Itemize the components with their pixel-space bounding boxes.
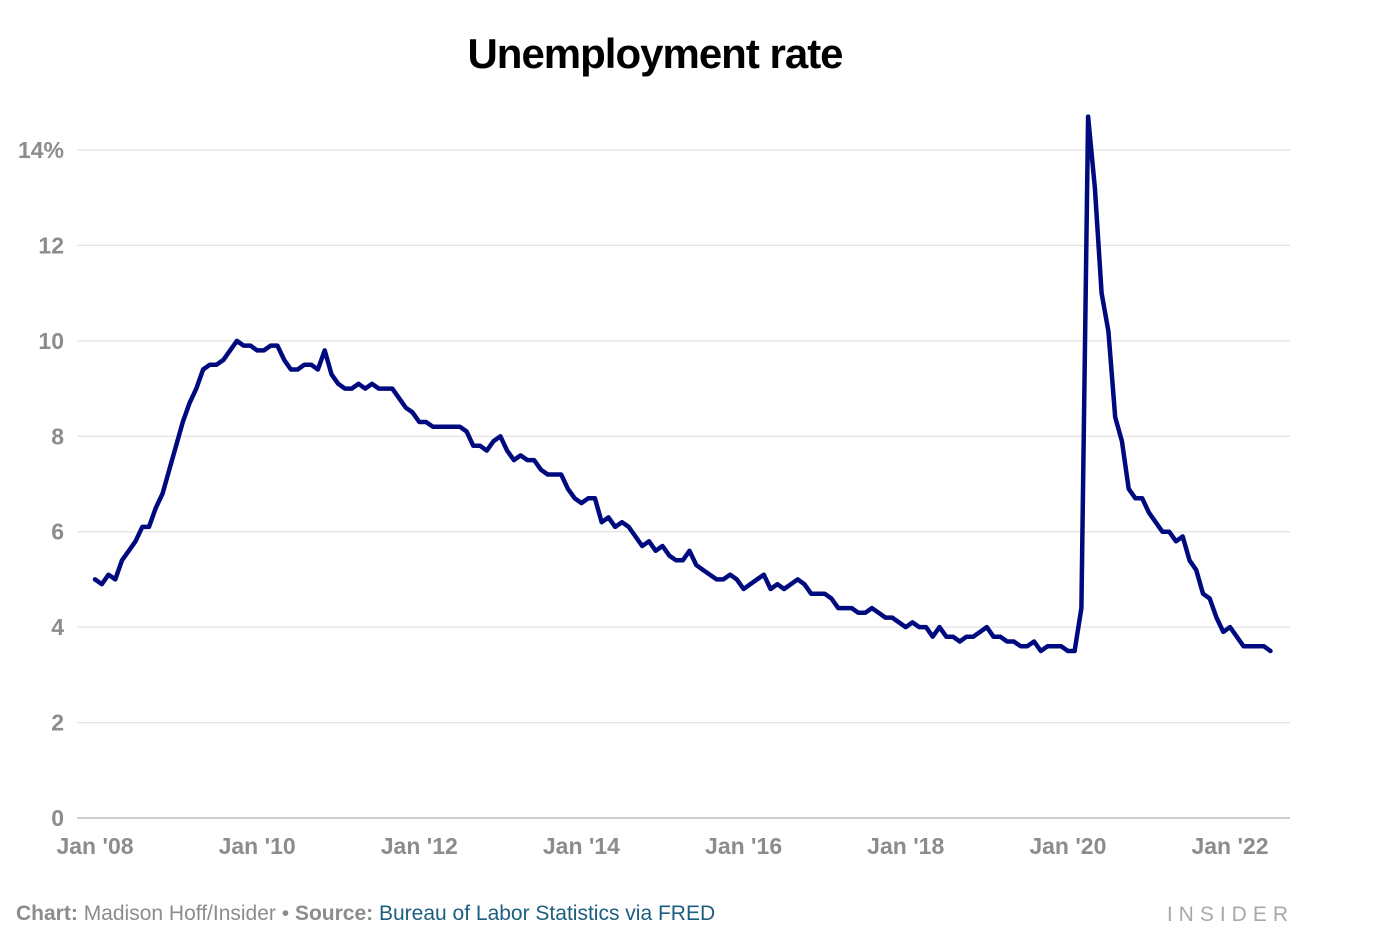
x-tick-label: Jan '20 [1029, 833, 1106, 859]
source-link[interactable]: Bureau of Labor Statistics via FRED [378, 902, 716, 925]
y-tick-label: 6 [51, 519, 64, 545]
chart-title: Unemployment rate [467, 30, 843, 77]
y-tick-label: 10 [38, 328, 64, 354]
y-tick-label: 0 [51, 805, 64, 831]
x-tick-label: Jan '14 [543, 833, 620, 859]
x-tick-label: Jan '18 [867, 833, 944, 859]
x-tick-label: Jan '12 [381, 833, 458, 859]
y-tick-label: 14% [18, 137, 64, 163]
chart-credit-label: Chart: [16, 902, 78, 925]
series-line [92, 114, 1273, 654]
x-tick-label: Jan '10 [219, 833, 296, 859]
y-tick-label: 8 [51, 423, 64, 449]
bullet-separator: • [281, 902, 290, 925]
x-tick-label: Jan '16 [705, 833, 782, 859]
y-tick-label: 12 [38, 232, 64, 258]
x-tick-label: Jan '08 [56, 833, 133, 859]
insider-logo: INSIDER [1166, 903, 1294, 926]
chart-author: Madison Hoff/Insider [83, 902, 276, 925]
y-tick-label: 2 [51, 710, 64, 736]
source-label: Source: [294, 902, 374, 925]
x-tick-label: Jan '22 [1191, 833, 1268, 859]
y-tick-label: 4 [51, 614, 64, 640]
chart-footer: Chart: Madison Hoff/Insider • Source: Bu… [16, 902, 715, 926]
